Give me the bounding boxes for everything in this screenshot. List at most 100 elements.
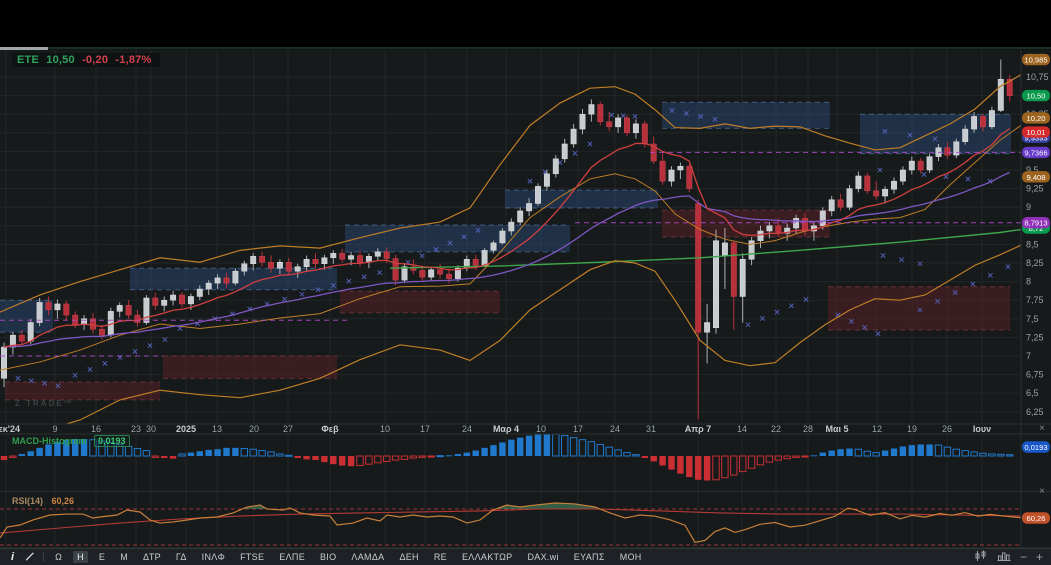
svg-text:9,5: 9,5 <box>1026 165 1039 175</box>
tab-ΒΙΟ[interactable]: ΒΙΟ <box>320 552 337 562</box>
rsi-pane <box>0 502 1021 546</box>
supply-demand-zone <box>163 356 337 379</box>
svg-text:14: 14 <box>737 424 747 434</box>
draw-tool-icon[interactable] <box>24 550 36 564</box>
price-pane <box>0 59 1021 424</box>
price-badge <box>1022 112 1050 124</box>
svg-text:7,5: 7,5 <box>1026 314 1039 324</box>
macd-label-text: MACD-Histogram <box>12 436 87 446</box>
svg-text:9,9393: 9,9393 <box>1024 133 1047 142</box>
tab-Μ[interactable]: Μ <box>120 552 129 562</box>
close-rsi-pane-icon[interactable]: × <box>1039 486 1045 497</box>
svg-text:10,50: 10,50 <box>1026 92 1045 101</box>
supply-demand-zone <box>505 190 658 208</box>
tab-ΜΟΗ[interactable]: ΜΟΗ <box>619 552 642 562</box>
svg-text:26: 26 <box>942 424 952 434</box>
rsi-label-text: RSI(14) <box>12 496 44 506</box>
svg-text:10,01: 10,01 <box>1026 128 1045 137</box>
rsi-value: 60,26 <box>51 496 75 506</box>
candle-chart-icon[interactable] <box>974 550 988 564</box>
svg-text:7: 7 <box>1026 351 1031 361</box>
svg-text:0,0193: 0,0193 <box>1024 443 1047 452</box>
supply-demand-zone <box>662 102 830 129</box>
svg-text:Απρ 7: Απρ 7 <box>685 424 711 434</box>
tab-ΕΛΛΑΚΤΩΡ[interactable]: ΕΛΛΑΚΤΩΡ <box>461 552 513 562</box>
svg-text:9,408: 9,408 <box>1026 173 1045 182</box>
svg-text:7,25: 7,25 <box>1026 332 1044 342</box>
svg-text:17: 17 <box>573 424 583 434</box>
tab-ΕΥΑΠΣ[interactable]: ΕΥΑΠΣ <box>573 552 605 562</box>
tab-ΛΑΜΔΑ[interactable]: ΛΑΜΔΑ <box>351 552 385 562</box>
tab-FTSE[interactable]: FTSE <box>240 552 265 562</box>
svg-text:24: 24 <box>610 424 620 434</box>
symbol-name: ETE <box>17 54 39 66</box>
platform-watermark: Z TRADE™ <box>15 399 74 408</box>
price-badge <box>1022 89 1050 102</box>
svg-text:6,25: 6,25 <box>1026 407 1044 417</box>
tab-Ω[interactable]: Ω <box>55 552 63 562</box>
macd-panel-label[interactable]: MACD-Histogram 0,0193 <box>12 435 130 447</box>
price-badge <box>1022 217 1050 229</box>
price-badge <box>1022 53 1050 66</box>
toolbar-separator <box>43 552 45 562</box>
svg-text:24: 24 <box>462 424 472 434</box>
symbol-legend[interactable]: ETE 10,50 -0,20 -1,87% <box>12 53 161 67</box>
svg-text:Μαρ 4: Μαρ 4 <box>493 424 519 434</box>
tab-Η[interactable]: Η <box>73 551 88 563</box>
price-axis[interactable]: 10,7510,510,25109,759,59,2598,758,58,258… <box>1022 53 1050 524</box>
svg-text:12: 12 <box>872 424 882 434</box>
toolbar-right-controls: − + <box>974 550 1043 564</box>
rsi-panel-label[interactable]: RSI(14) 60,26 <box>12 496 74 506</box>
svg-text:Ιουν: Ιουν <box>973 424 991 434</box>
svg-text:19: 19 <box>907 424 917 434</box>
symbol-tabs: Ω Η Ε Μ ΔΤΡ ΓΔ ΙΝΛΦ FTSE ΕΛΠΕ ΒΙΟ ΛΑΜΔΑ ΔΕΗ RE ΕΛΛΑΚΤ… <box>51 551 646 563</box>
svg-text:28: 28 <box>803 424 813 434</box>
svg-text:7,75: 7,75 <box>1026 295 1044 305</box>
volume-histogram-icon[interactable] <box>997 550 1011 564</box>
tab-ΔΕΗ[interactable]: ΔΕΗ <box>399 552 419 562</box>
tab-ΕΛΠΕ[interactable]: ΕΛΠΕ <box>279 552 305 562</box>
macd-value: 0,0193 <box>94 435 130 447</box>
svg-text:Φεβ: Φεβ <box>321 424 339 434</box>
svg-text:8,7913: 8,7913 <box>1024 219 1047 228</box>
svg-text:9,25: 9,25 <box>1026 184 1044 194</box>
svg-text:10: 10 <box>380 424 390 434</box>
tab-ΙΝΛΦ[interactable]: ΙΝΛΦ <box>201 552 226 562</box>
load-progress-done <box>0 47 48 50</box>
svg-text:60,26: 60,26 <box>1026 514 1045 523</box>
svg-text:30: 30 <box>146 424 156 434</box>
tab-RE[interactable]: RE <box>433 552 447 562</box>
supply-demand-zone <box>345 225 570 252</box>
svg-text:8: 8 <box>1026 277 1031 287</box>
svg-text:9: 9 <box>52 424 57 434</box>
symbol-change-pct: -1,87% <box>115 54 152 66</box>
tab-ΓΔ[interactable]: ΓΔ <box>175 552 187 562</box>
svg-text:10: 10 <box>536 424 546 434</box>
svg-text:Δεκ'24: Δεκ'24 <box>0 424 20 434</box>
svg-text:Μαι 5: Μαι 5 <box>825 424 848 434</box>
price-badge <box>1022 171 1050 183</box>
zoom-out-button[interactable]: − <box>1019 550 1027 564</box>
svg-text:16: 16 <box>91 424 101 434</box>
symbol-change: -0,20 <box>82 54 109 66</box>
info-button[interactable]: i <box>11 551 15 563</box>
close-macd-pane-icon[interactable]: × <box>1039 423 1045 434</box>
supply-demand-zone <box>0 300 53 333</box>
svg-text:10,75: 10,75 <box>1026 72 1049 82</box>
svg-text:9,7366: 9,7366 <box>1024 148 1047 157</box>
svg-text:8,25: 8,25 <box>1026 258 1044 268</box>
zoom-in-button[interactable]: + <box>1035 550 1043 564</box>
load-progress-bar <box>0 47 1051 50</box>
time-axis[interactable]: Δεκ'24 9 16 23 30 2025 13 20 27 Φεβ 10 17 24 Μαρ 4 10 1… <box>0 424 991 434</box>
supply-demand-zone <box>340 291 500 313</box>
price-badge <box>1022 146 1050 159</box>
supply-demand-zone <box>5 382 160 400</box>
tab-ΔΤΡ[interactable]: ΔΤΡ <box>143 552 161 562</box>
tab-DAX.wi[interactable]: DAX.wi <box>527 552 559 562</box>
bottom-toolbar: i Ω Η Ε Μ ΔΤΡ ΓΔ ΙΝΛΦ FTSE ΕΛΠΕ ΒΙΟ ΛΑΜΔΑ ΔΕΗ RE ΕΛΛΑ… <box>0 548 1051 565</box>
load-progress-rest <box>48 47 1051 49</box>
tab-Ε[interactable]: Ε <box>98 552 106 562</box>
svg-text:31: 31 <box>646 424 656 434</box>
